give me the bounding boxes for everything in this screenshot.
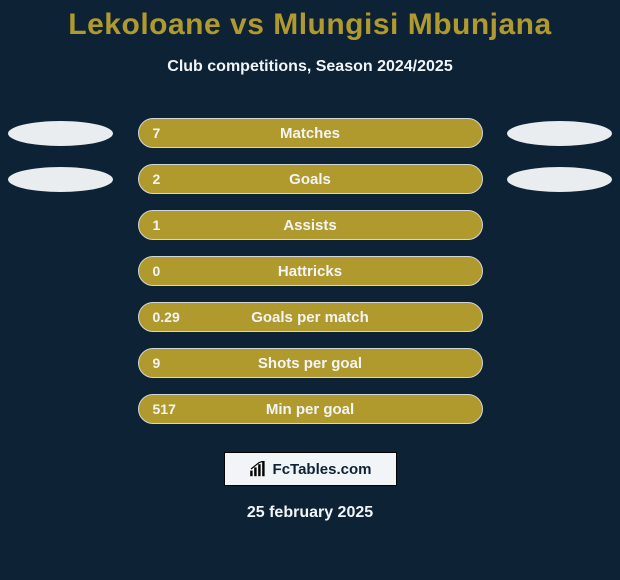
stat-value: 0.29 — [153, 309, 180, 325]
subtitle: Club competitions, Season 2024/2025 — [0, 58, 620, 76]
stat-row: 7Matches — [0, 118, 620, 148]
stat-value: 7 — [153, 125, 161, 141]
title: Lekoloane vs Mlungisi Mbunjana — [0, 0, 620, 42]
stat-value: 1 — [153, 217, 161, 233]
stat-value: 9 — [153, 355, 161, 371]
stat-bar: 0Hattricks — [138, 256, 483, 286]
chart-icon — [249, 461, 269, 477]
stat-bar: 0.29Goals per match — [138, 302, 483, 332]
stat-rows: 7Matches2Goals1Assists0Hattricks0.29Goal… — [0, 118, 620, 424]
stat-label: Matches — [139, 125, 482, 142]
footer-logo-text: FcTables.com — [273, 461, 372, 478]
stat-value: 0 — [153, 263, 161, 279]
stat-row: 1Assists — [0, 210, 620, 240]
stat-label: Assists — [139, 217, 482, 234]
player-ellipse-right — [507, 167, 612, 192]
footer-logo: FcTables.com — [224, 452, 397, 486]
stat-label: Goals — [139, 171, 482, 188]
player-ellipse-left — [8, 167, 113, 192]
stat-bar: 7Matches — [138, 118, 483, 148]
player-ellipse-right — [507, 121, 612, 146]
stat-label: Min per goal — [139, 401, 482, 418]
stat-row: 0.29Goals per match — [0, 302, 620, 332]
player-ellipse-left — [8, 121, 113, 146]
stat-row: 0Hattricks — [0, 256, 620, 286]
stat-row: 9Shots per goal — [0, 348, 620, 378]
stat-bar: 2Goals — [138, 164, 483, 194]
comparison-infographic: Lekoloane vs Mlungisi Mbunjana Club comp… — [0, 0, 620, 580]
stat-label: Hattricks — [139, 263, 482, 280]
stat-bar: 9Shots per goal — [138, 348, 483, 378]
stat-bar: 517Min per goal — [138, 394, 483, 424]
stat-bar: 1Assists — [138, 210, 483, 240]
stat-row: 517Min per goal — [0, 394, 620, 424]
stat-value: 517 — [153, 401, 176, 417]
stat-label: Goals per match — [139, 309, 482, 326]
stat-row: 2Goals — [0, 164, 620, 194]
footer-date: 25 february 2025 — [0, 504, 620, 522]
stat-label: Shots per goal — [139, 355, 482, 372]
stat-value: 2 — [153, 171, 161, 187]
